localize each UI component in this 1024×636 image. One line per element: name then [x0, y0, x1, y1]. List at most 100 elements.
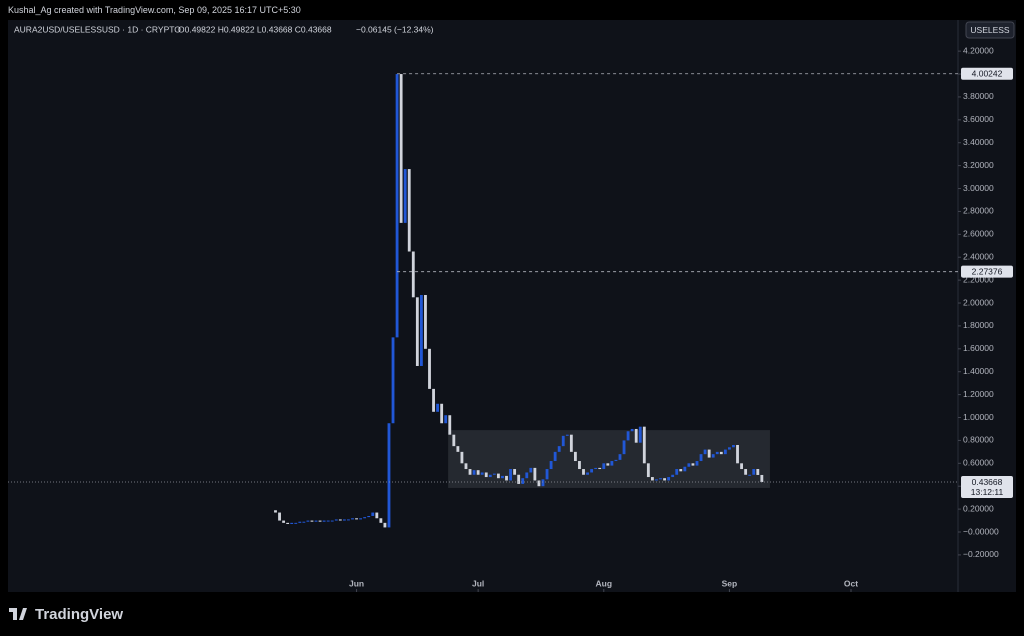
candle-body	[626, 431, 630, 441]
candle-body	[274, 510, 277, 513]
candle-body	[756, 469, 760, 475]
candle-body	[395, 74, 399, 338]
last-price-box	[961, 476, 1013, 499]
price-label: 2.27376	[972, 266, 1003, 276]
candle-body	[282, 520, 286, 523]
countdown: 13:12:11	[971, 487, 1004, 497]
candle-body	[424, 295, 427, 349]
credit: Kushal_Ag created with TradingView.com, …	[8, 5, 301, 15]
candle-body	[428, 348, 431, 389]
x-tick-label: Oct	[844, 578, 858, 588]
candle-body	[578, 461, 581, 470]
candle-body	[622, 440, 626, 455]
candle-body	[306, 520, 310, 522]
candle-body	[586, 472, 589, 475]
y-tick-label: 2.60000	[963, 229, 994, 239]
candle-body	[391, 337, 395, 424]
candle-body	[347, 519, 350, 521]
y-tick-label: 0.60000	[963, 458, 994, 468]
candle-body	[444, 415, 448, 424]
y-tick-label: 1.80000	[963, 320, 994, 330]
candle-body	[375, 512, 379, 519]
symbol-button-label[interactable]: USELESS	[970, 25, 1010, 35]
candle-body	[679, 469, 683, 472]
y-tick-label: 3.40000	[963, 137, 994, 147]
x-tick-label: Sep	[722, 578, 738, 588]
candle-body	[496, 473, 500, 479]
candle-body	[367, 515, 371, 518]
candle-body	[569, 434, 573, 452]
candle-body	[310, 520, 314, 522]
candle-body	[314, 520, 318, 522]
y-tick-label: 1.00000	[963, 412, 994, 422]
candle-body	[752, 469, 756, 475]
candle-body	[565, 434, 569, 436]
candle-body	[330, 520, 334, 522]
y-tick-label: 0.80000	[963, 435, 994, 445]
candle-body	[505, 475, 508, 481]
candle-body	[387, 423, 391, 528]
candle-body	[407, 169, 411, 252]
candle-body	[379, 518, 383, 523]
candle-body	[298, 521, 302, 523]
y-tick-label: 4.20000	[963, 45, 994, 55]
candle-body	[436, 403, 440, 412]
candle-body	[452, 434, 456, 447]
candle-body	[549, 461, 553, 470]
candle-body	[723, 449, 727, 455]
candle-body	[517, 474, 521, 484]
candle-body	[590, 469, 594, 473]
candle-body	[727, 447, 731, 450]
candle-body	[557, 446, 561, 452]
range-box	[448, 430, 770, 488]
candle-body	[630, 428, 634, 432]
candle-body	[286, 522, 290, 524]
candle-body	[748, 474, 752, 476]
candle-body	[561, 435, 565, 447]
candle-body	[736, 444, 739, 464]
candle-body	[573, 451, 577, 462]
candle-body	[744, 469, 748, 475]
candle-body	[411, 251, 415, 298]
candle-body	[529, 467, 533, 473]
candle-body	[675, 469, 679, 475]
candle-body	[468, 469, 472, 475]
pane-background	[8, 20, 1016, 592]
candle-body	[525, 472, 529, 479]
candle-body	[687, 463, 691, 467]
y-tick-label: 3.60000	[963, 114, 994, 124]
candle-body	[707, 449, 711, 458]
candle-body	[594, 467, 598, 470]
candle-body	[383, 522, 387, 528]
candle-body	[359, 518, 363, 520]
candle-body	[488, 474, 492, 478]
candle-body	[541, 479, 545, 487]
candle-body	[618, 454, 622, 460]
price-label-box	[961, 265, 1013, 278]
candle-body	[338, 519, 342, 521]
candle-body	[492, 473, 496, 475]
candle-body	[432, 388, 435, 412]
candle-body	[363, 517, 367, 519]
candle-body	[448, 415, 452, 435]
y-tick-label: 0.20000	[963, 503, 994, 513]
candle-body	[642, 426, 646, 464]
candle-body	[650, 477, 654, 481]
candle-body	[460, 451, 464, 464]
candle-body	[695, 461, 699, 466]
candle-body	[655, 479, 658, 481]
candle-body	[553, 451, 557, 462]
y-tick-label: −0.20000	[963, 549, 999, 559]
candle-body	[521, 478, 525, 484]
change: −0.06145 (−12.34%)	[356, 24, 434, 34]
candle-body	[440, 403, 444, 424]
candle-body	[715, 451, 719, 455]
last-price-label: 0.43668	[972, 477, 1003, 487]
candle-body	[582, 469, 585, 475]
candle-body	[667, 477, 671, 481]
symbol-button[interactable]	[965, 21, 1015, 39]
x-tick-label: Jun	[349, 578, 364, 588]
y-tick-label: 1.40000	[963, 366, 994, 376]
